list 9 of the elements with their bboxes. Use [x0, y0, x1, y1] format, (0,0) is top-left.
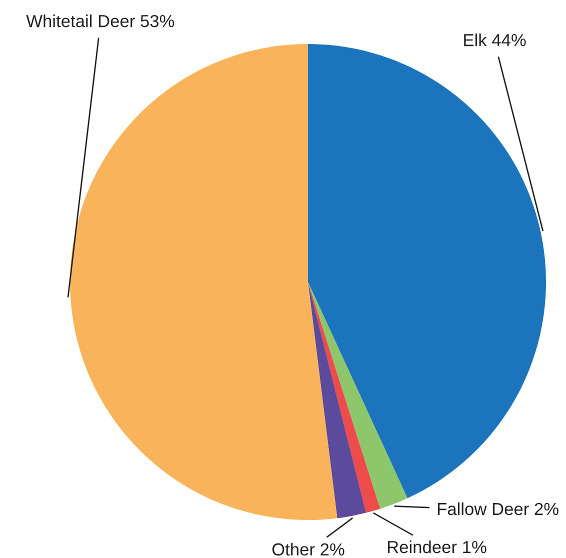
pie-slice	[70, 44, 338, 520]
pie-slice	[308, 282, 380, 513]
slice-label: Whitetail Deer 53%	[26, 14, 174, 28]
slice-label: Elk 44%	[464, 34, 526, 46]
slice-label: Fallow Deer 2%	[438, 502, 558, 516]
slice-label: Other 2%	[272, 542, 344, 556]
slice-label: Reindeer 1%	[388, 540, 486, 554]
pie-slice	[308, 282, 408, 509]
pie-slice	[308, 282, 366, 518]
